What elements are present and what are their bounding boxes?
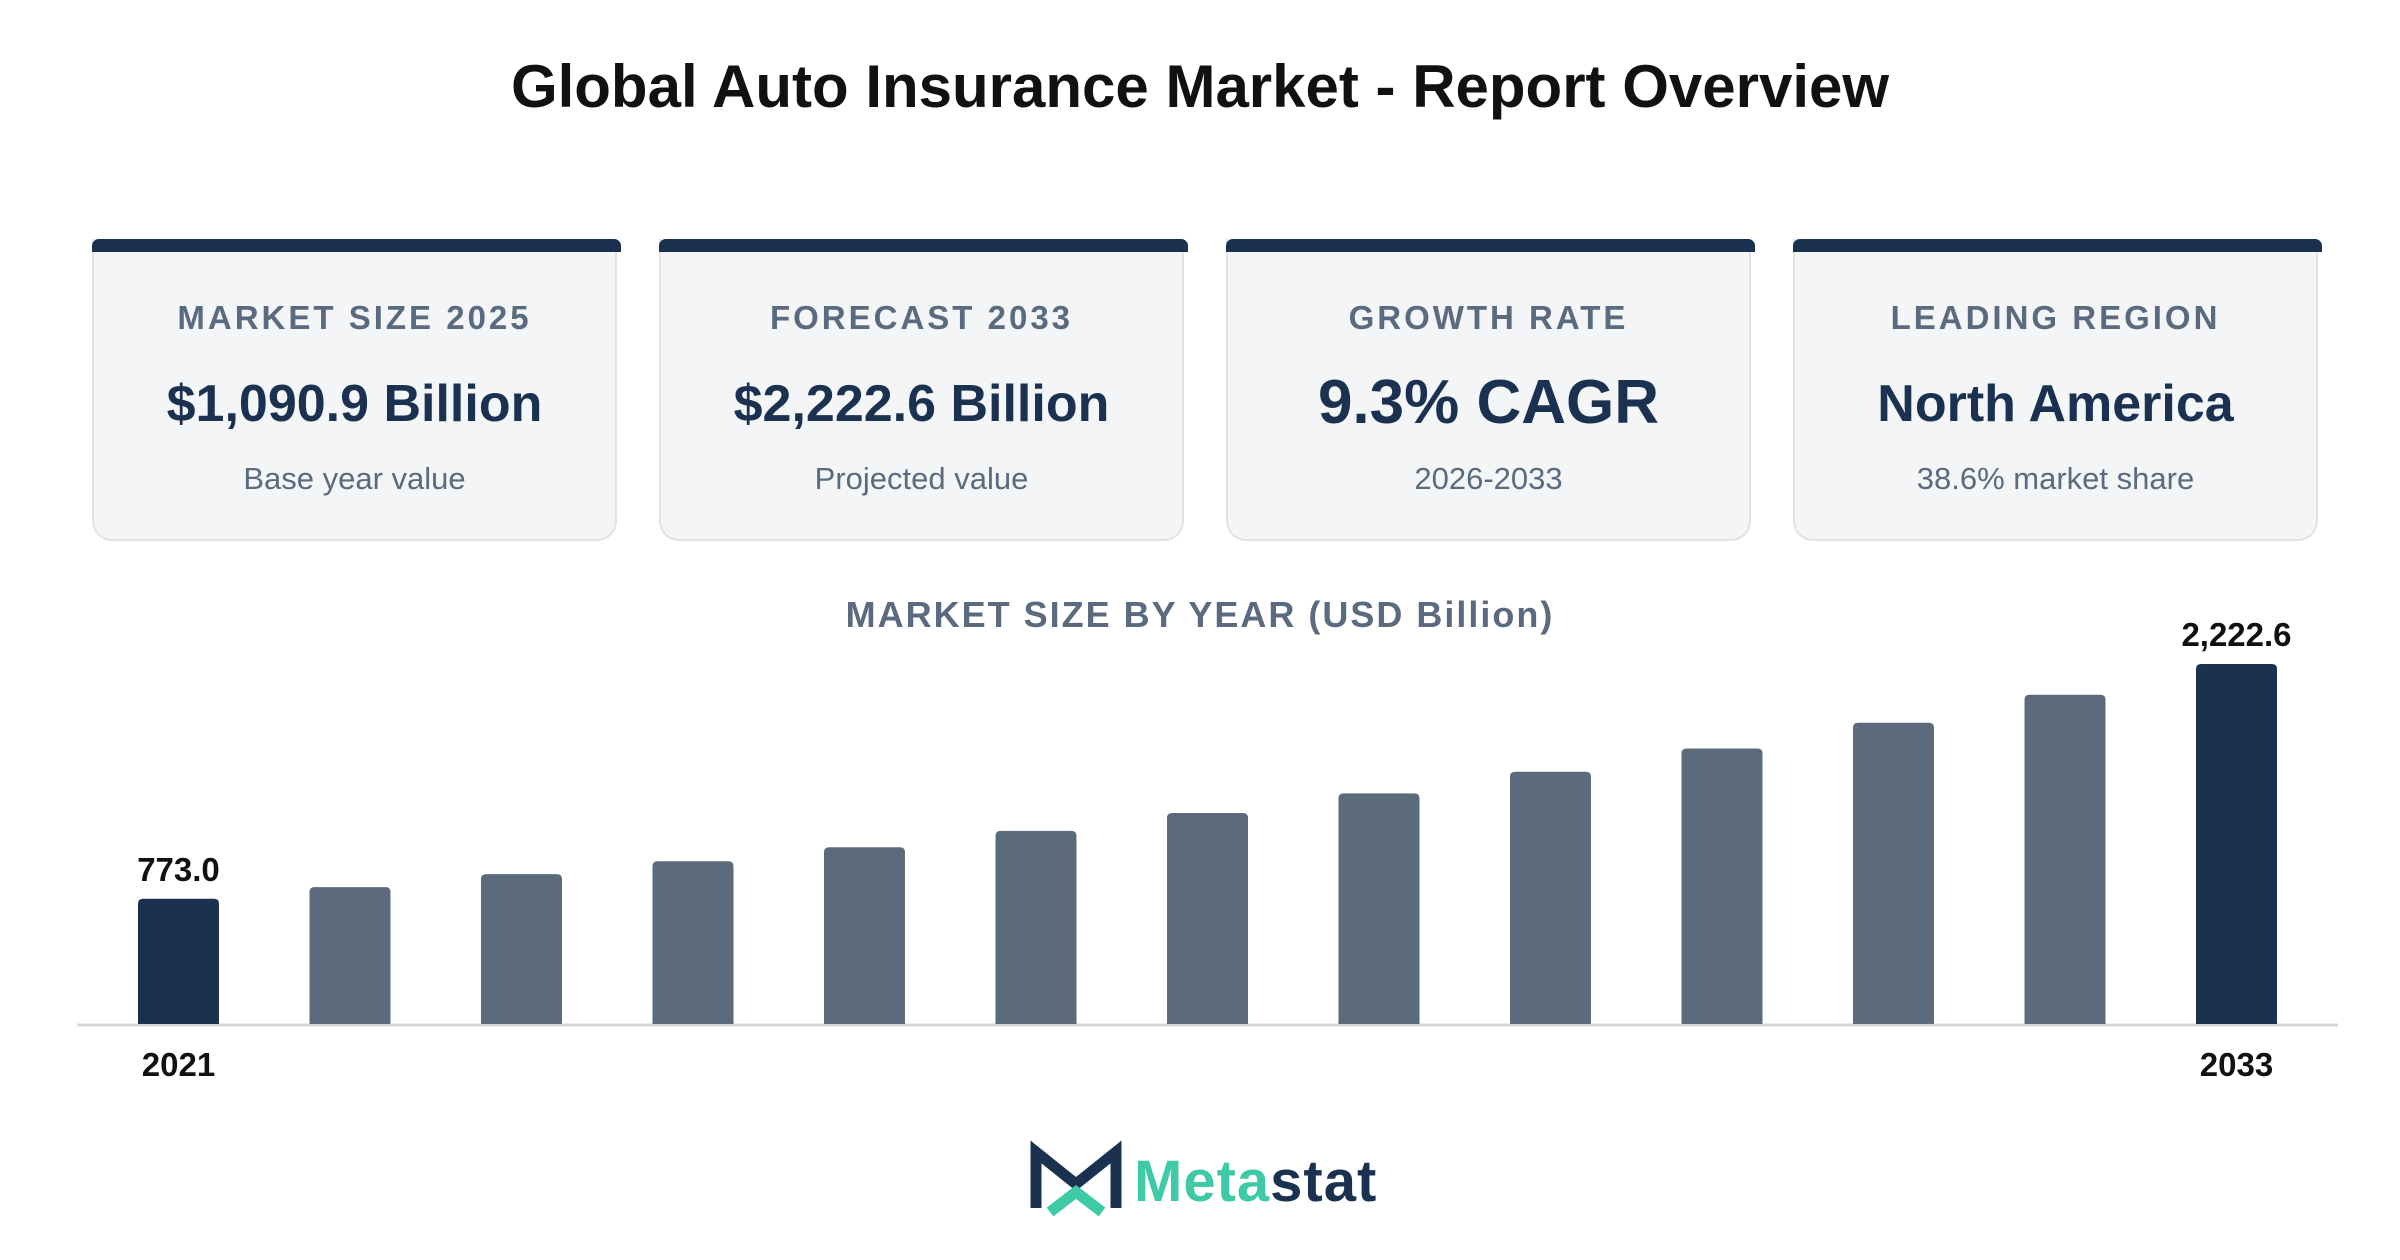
bar-2030	[1681, 748, 1763, 1024]
page-title: Global Auto Insurance Market - Report Ov…	[510, 53, 1890, 120]
bar-2025	[824, 847, 905, 1024]
card-value: 9.3% CAGR	[1317, 368, 1660, 437]
card-label: LEADING REGION	[1890, 299, 2221, 336]
kpi-cards: MARKET SIZE 2025 $1,090.9 Billion Base y…	[92, 239, 2322, 543]
bar-2031	[1853, 722, 1934, 1024]
card-growth-rate: GROWTH RATE 9.3% CAGR 2026-2033	[1226, 239, 1755, 541]
card-market-size: MARKET SIZE 2025 $1,090.9 Billion Base y…	[92, 239, 621, 541]
card-accent-bar	[92, 239, 621, 252]
card-label: MARKET SIZE 2025	[177, 299, 532, 336]
card-subtext: Base year value	[243, 461, 466, 496]
bar-2023	[481, 874, 562, 1024]
bar-2027	[1167, 812, 1248, 1024]
bar-2021	[138, 898, 219, 1024]
card-value: $2,222.6 Billion	[733, 375, 1110, 433]
bar-2032	[2024, 694, 2106, 1024]
card-value: $1,090.9 Billion	[166, 375, 543, 433]
card-subtext: 38.6% market share	[1916, 461, 2195, 496]
card-value: North America	[1877, 375, 2234, 433]
card-accent-bar	[659, 239, 1188, 252]
bar-2026	[995, 830, 1077, 1024]
bar-2022	[309, 887, 391, 1024]
bar-2024	[652, 861, 734, 1024]
card-accent-bar	[1226, 239, 1755, 252]
data-label-2021: 773.0	[137, 851, 220, 888]
logo-wordmark: Metastat	[1134, 1149, 1378, 1214]
card-label: FORECAST 2033	[769, 299, 1074, 336]
data-label-2033: 2,222.6	[2181, 616, 2291, 653]
bar-2033	[2196, 664, 2277, 1024]
card-forecast: FORECAST 2033 $2,222.6 Billion Projected…	[659, 239, 1188, 541]
metastat-logo: Metastat	[1028, 1140, 1398, 1220]
card-subtext: Projected value	[814, 461, 1029, 496]
bar-2028	[1338, 793, 1420, 1024]
bar-2029	[1510, 771, 1591, 1024]
metastat-logo-icon	[1030, 1140, 1122, 1217]
x-tick-label-2033: 2033	[2200, 1046, 2273, 1083]
card-subtext: 2026-2033	[1414, 461, 1563, 496]
chart-title: MARKET SIZE BY YEAR (USD Billion)	[845, 594, 1555, 635]
card-leading-region: LEADING REGION North America 38.6% marke…	[1793, 239, 2322, 541]
x-tick-label-2021: 2021	[142, 1046, 215, 1083]
card-accent-bar	[1793, 239, 2322, 252]
card-label: GROWTH RATE	[1348, 299, 1629, 336]
